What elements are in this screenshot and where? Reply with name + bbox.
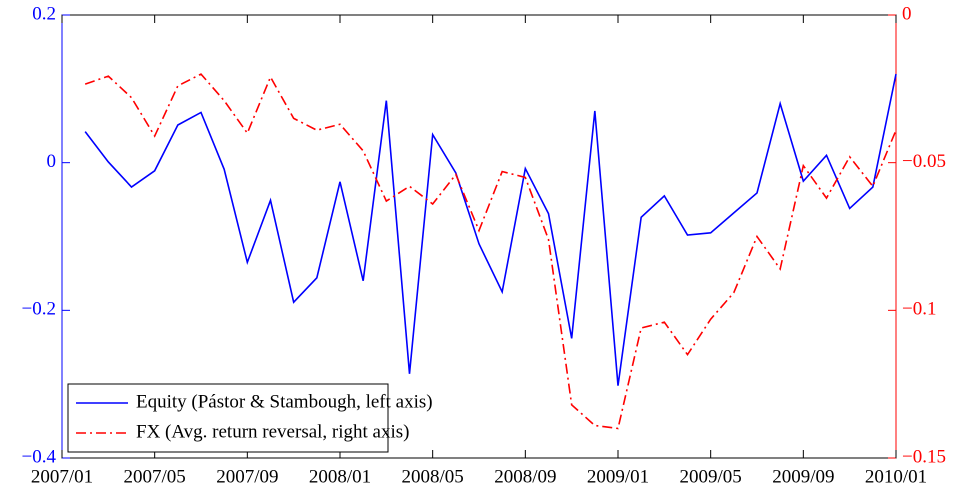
y2-tick-label: −0.05 bbox=[902, 151, 946, 172]
x-tick-label: 2009/05 bbox=[680, 466, 742, 487]
y-tick-label: 0 bbox=[47, 151, 57, 172]
y-tick-label: 0.2 bbox=[32, 3, 56, 24]
x-tick-label: 2007/01 bbox=[31, 466, 93, 487]
legend: Equity (Pástor & Stambough, left axis) FX… bbox=[67, 383, 433, 453]
x-tick-label: 2010/01 bbox=[865, 466, 927, 487]
x-tick-label: 2009/01 bbox=[587, 466, 649, 487]
series-line bbox=[84, 73, 897, 430]
y2-tick-label: −0.15 bbox=[902, 446, 946, 467]
legend-box bbox=[67, 383, 389, 453]
series-line bbox=[84, 73, 897, 386]
x-tick-label: 2009/09 bbox=[772, 466, 834, 487]
x-tick-label: 2008/09 bbox=[494, 466, 556, 487]
x-tick-label: 2008/05 bbox=[402, 466, 464, 487]
y2-tick-label: 0 bbox=[902, 3, 912, 24]
x-tick-label: 2007/09 bbox=[216, 466, 278, 487]
y-tick-label: −0.4 bbox=[22, 446, 57, 467]
x-tick-label: 2007/05 bbox=[124, 466, 186, 487]
x-tick-label: 2008/01 bbox=[309, 466, 371, 487]
y-tick-label: −0.2 bbox=[22, 299, 56, 320]
legend-label: Equity (Pástor & Stambough, left axis) bbox=[136, 391, 433, 412]
legend-label: FX (Avg. return reversal, right axis) bbox=[136, 421, 410, 442]
y2-tick-label: −0.1 bbox=[902, 299, 936, 320]
